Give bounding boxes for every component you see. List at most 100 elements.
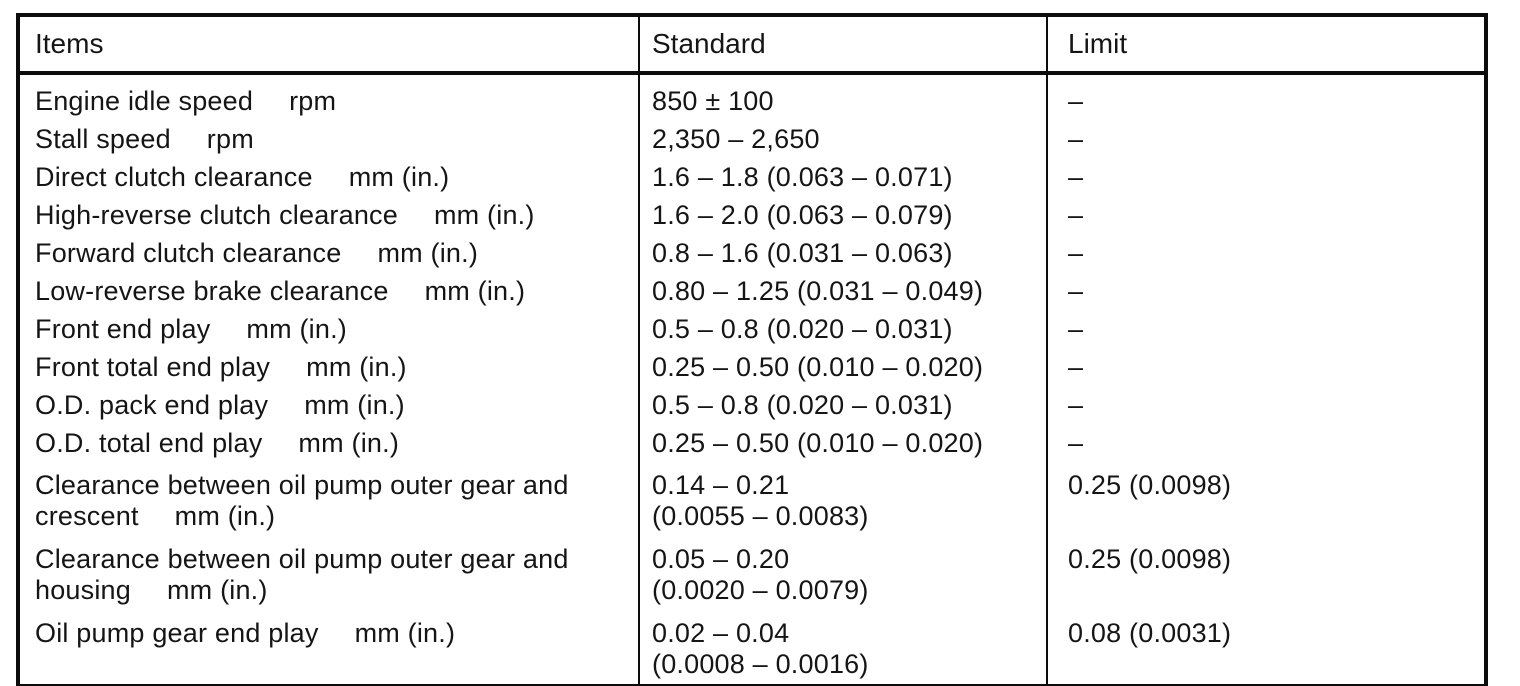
item-unit: mm (in.) <box>424 276 526 306</box>
standard-cell: 0.80 – 1.25 (0.031 – 0.049) <box>638 272 1047 310</box>
limit-value: – <box>1068 200 1084 230</box>
standard-cell: 0.14 – 0.21 (0.0055 – 0.0083) <box>638 462 1047 536</box>
item-cell: Forward clutch clearance mm (in.) <box>18 234 639 272</box>
limit-cell: – <box>1046 158 1486 196</box>
limit-cell: – <box>1046 424 1486 462</box>
item-label: O.D. total end play mm (in.) <box>35 428 400 458</box>
table-row: Front end play mm (in.) 0.5 – 0.8 (0.020 –… <box>18 310 1486 348</box>
standard-cell: 0.25 – 0.50 (0.010 – 0.020) <box>638 348 1047 386</box>
limit-cell: – <box>1046 386 1486 424</box>
limit-cell: – <box>1046 348 1486 386</box>
limit-cell: – <box>1046 73 1486 120</box>
limit-value: – <box>1068 276 1084 306</box>
standard-value: 0.25 – 0.50 (0.010 – 0.020) <box>652 428 984 458</box>
item-cell: Front total end play mm (in.) <box>18 348 639 386</box>
item-unit: mm (in.) <box>348 162 450 192</box>
item-unit: mm (in.) <box>306 352 407 382</box>
table-row: Engine idle speed rpm 850 ± 100 – <box>18 73 1486 120</box>
limit-cell: – <box>1046 310 1486 348</box>
item-unit: mm (in.) <box>433 200 535 230</box>
standard-value: 0.02 – 0.04 <box>652 618 790 648</box>
limit-cell: – <box>1046 234 1486 272</box>
item-unit: mm (in.) <box>174 501 276 531</box>
limit-value: – <box>1068 428 1084 458</box>
limit-cell: – <box>1046 120 1486 158</box>
item-cell: Engine idle speed rpm <box>18 73 639 120</box>
limit-value: 0.08 (0.0031) <box>1068 618 1232 648</box>
item-cell: Clearance between oil pump outer gear an… <box>18 462 639 536</box>
standard-value: 0.8 – 1.6 (0.031 – 0.063) <box>652 238 953 268</box>
column-header-limit: Limit <box>1046 15 1486 75</box>
item-cell: Front end play mm (in.) <box>18 310 639 348</box>
table-row: Stall speed rpm 2,350 – 2,650 – <box>18 120 1486 158</box>
item-cell: Clearance between oil pump outer gear an… <box>18 536 639 610</box>
specifications-table: Items Standard Limit Engine idle speed rp… <box>16 13 1488 686</box>
table-row: Low-reverse brake clearance mm (in.) 0.80 … <box>18 272 1486 310</box>
item-label: Direct clutch clearance mm (in.) <box>35 162 450 192</box>
item-label: Front total end play mm (in.) <box>35 352 407 382</box>
item-unit: mm (in.) <box>166 575 268 605</box>
spec-table-body: Engine idle speed rpm 850 ± 100– Stall spee… <box>18 73 1486 686</box>
table-row: O.D. pack end play mm (in.) 0.5 – 0.8 (0.0… <box>18 386 1486 424</box>
standard-cell: 1.6 – 1.8 (0.063 – 0.071) <box>638 158 1047 196</box>
item-label: Clearance between oil pump outer gear an… <box>35 544 569 574</box>
limit-value: 0.25 (0.0098) <box>1068 544 1232 574</box>
standard-value: 1.6 – 2.0 (0.063 – 0.079) <box>652 200 953 230</box>
table-row: Forward clutch clearance mm (in.) 0.8 – 1.… <box>18 234 1486 272</box>
item-label: housing mm (in.) <box>35 575 268 605</box>
item-cell: O.D. total end play mm (in.) <box>18 424 639 462</box>
item-unit: mm (in.) <box>246 314 347 344</box>
item-unit: rpm <box>289 86 337 116</box>
item-cell: High-reverse clutch clearance mm (in.) <box>18 196 639 234</box>
item-label: Clearance between oil pump outer gear an… <box>35 470 569 500</box>
standard-value: (0.0055 – 0.0083) <box>652 501 869 531</box>
standard-value: 0.80 – 1.25 (0.031 – 0.049) <box>652 276 984 306</box>
limit-cell: – <box>1046 272 1486 310</box>
standard-cell: 1.6 – 2.0 (0.063 – 0.079) <box>638 196 1047 234</box>
item-label: Engine idle speed rpm <box>35 86 337 116</box>
limit-cell: 0.25 (0.0098) <box>1046 462 1486 536</box>
standard-value: 0.5 – 0.8 (0.020 – 0.031) <box>652 314 953 344</box>
standard-value: 0.05 – 0.20 <box>652 544 790 574</box>
limit-value: – <box>1068 352 1084 382</box>
item-cell: Direct clutch clearance mm (in.) <box>18 158 639 196</box>
standard-cell: 0.25 – 0.50 (0.010 – 0.020) <box>638 424 1047 462</box>
standard-cell: 0.8 – 1.6 (0.031 – 0.063) <box>638 234 1047 272</box>
item-label: High-reverse clutch clearance mm (in.) <box>35 200 535 230</box>
item-label: Oil pump gear end play mm (in.) <box>35 618 456 648</box>
item-unit: mm (in.) <box>298 428 400 458</box>
standard-cell: 850 ± 100 <box>638 73 1047 120</box>
item-label: crescent mm (in.) <box>35 501 276 531</box>
standard-value: 0.25 – 0.50 (0.010 – 0.020) <box>652 352 984 382</box>
table-row: Oil pump gear end play mm (in.) 0.02 – 0.0… <box>18 610 1486 686</box>
standard-cell: 0.5 – 0.8 (0.020 – 0.031) <box>638 310 1047 348</box>
standard-value: 1.6 – 1.8 (0.063 – 0.071) <box>652 162 953 192</box>
limit-cell: 0.08 (0.0031) <box>1046 610 1486 686</box>
standard-cell: 2,350 – 2,650 <box>638 120 1047 158</box>
table-row: Clearance between oil pump outer gear an… <box>18 536 1486 610</box>
column-header-standard: Standard <box>638 15 1047 75</box>
table-row: High-reverse clutch clearance mm (in.) 1.6… <box>18 196 1486 234</box>
limit-value: – <box>1068 86 1084 116</box>
limit-value: – <box>1068 238 1084 268</box>
standard-cell: 0.05 – 0.20 (0.0020 – 0.0079) <box>638 536 1047 610</box>
standard-value: (0.0008 – 0.0016) <box>652 649 869 679</box>
item-unit: mm (in.) <box>304 390 405 420</box>
table-row: O.D. total end play mm (in.) 0.25 – 0.50 (… <box>18 424 1486 462</box>
table-row: Front total end play mm (in.) 0.25 – 0.50 … <box>18 348 1486 386</box>
table-row: Direct clutch clearance mm (in.) 1.6 – 1.8… <box>18 158 1486 196</box>
item-unit: mm (in.) <box>377 238 479 268</box>
standard-cell: 0.5 – 0.8 (0.020 – 0.031) <box>638 386 1047 424</box>
limit-value: – <box>1068 390 1084 420</box>
standard-value: 0.14 – 0.21 <box>652 470 790 500</box>
limit-cell: 0.25 (0.0098) <box>1046 536 1486 610</box>
item-label: Front end play mm (in.) <box>35 314 347 344</box>
item-cell: Oil pump gear end play mm (in.) <box>18 610 639 686</box>
item-label: Stall speed rpm <box>35 124 254 154</box>
limit-cell: – <box>1046 196 1486 234</box>
item-label: Low-reverse brake clearance mm (in.) <box>35 276 526 306</box>
item-cell: O.D. pack end play mm (in.) <box>18 386 639 424</box>
limit-value: – <box>1068 124 1084 154</box>
standard-value: 2,350 – 2,650 <box>652 124 820 154</box>
